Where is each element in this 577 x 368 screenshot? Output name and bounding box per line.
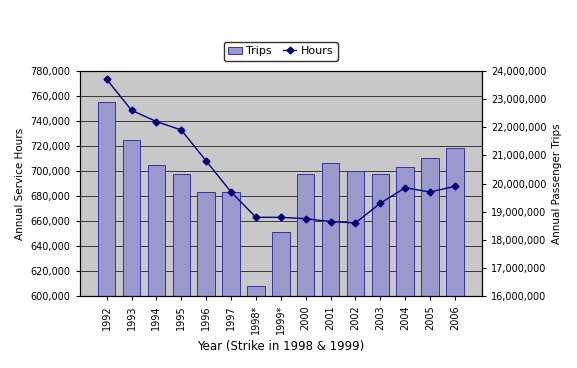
Bar <box>197 192 215 368</box>
Bar <box>173 173 190 368</box>
Bar <box>347 171 364 368</box>
Bar <box>372 173 389 368</box>
Legend: Trips, Hours: Trips, Hours <box>224 42 338 61</box>
Y-axis label: Annual Passenger Trips: Annual Passenger Trips <box>552 123 562 244</box>
Bar <box>148 165 165 368</box>
Bar <box>421 159 439 368</box>
Bar <box>272 232 290 368</box>
Bar <box>247 286 265 368</box>
X-axis label: Year (Strike in 1998 & 1999): Year (Strike in 1998 & 1999) <box>197 340 365 353</box>
Bar <box>123 140 140 368</box>
Bar <box>297 173 314 368</box>
Bar <box>396 167 414 368</box>
Bar <box>322 163 339 368</box>
Bar <box>222 192 240 368</box>
Y-axis label: Annual Service Hours: Annual Service Hours <box>15 127 25 240</box>
Bar <box>98 102 115 368</box>
Bar <box>446 148 464 368</box>
